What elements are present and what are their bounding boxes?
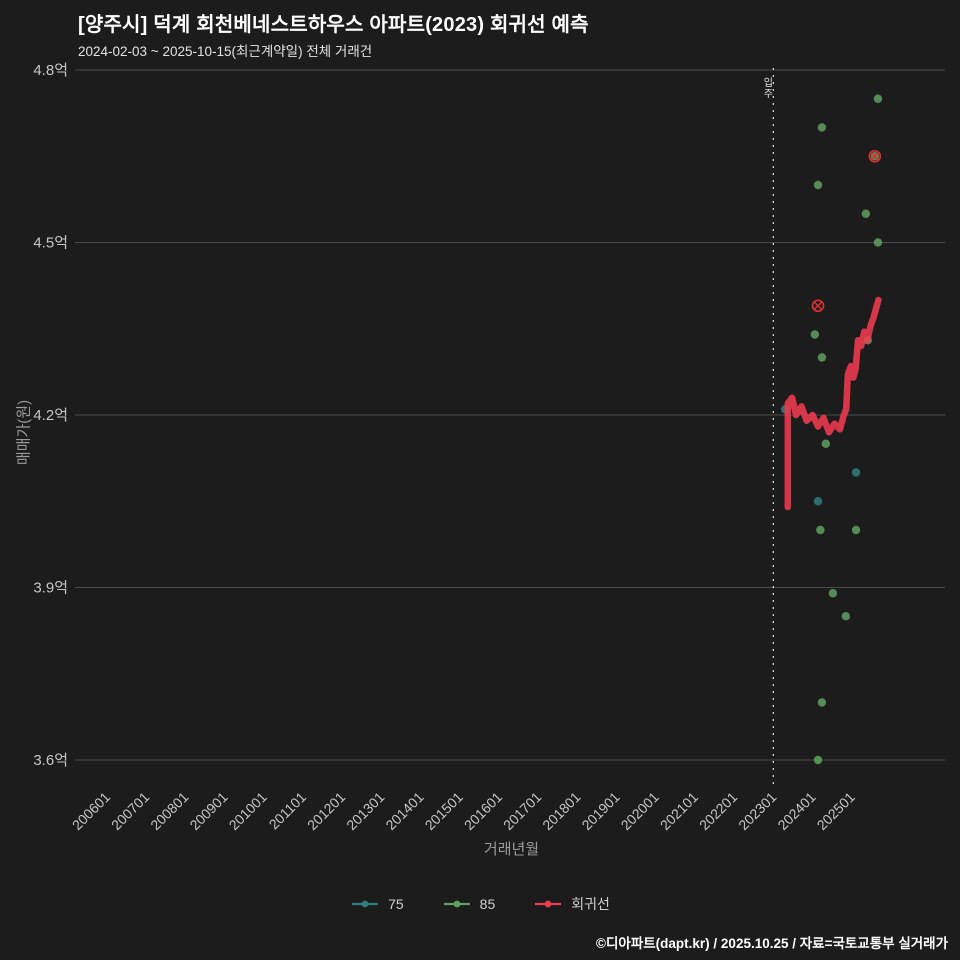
y-tick-label: 3.6억 [33,752,68,769]
legend: 75 85 회귀선 [0,894,960,914]
page-title: [양주시] 덕계 회천베네스트하우스 아파트(2023) 회귀선 예측 [78,14,589,36]
y-tick-label: 4.5억 [33,235,68,252]
outlier-marker [868,149,882,163]
x-tick-label: 201901 [578,789,622,833]
x-tick-label: 202201 [696,789,740,833]
regression-line [784,296,882,511]
scatter-point-85 [817,123,827,132]
scatter-point-85 [813,755,823,765]
scatter-point-85 [851,525,861,535]
legend-item-75: 75 [350,896,404,912]
scatter-point-85 [821,439,831,448]
x-tick-label: 202001 [618,789,662,833]
x-tick-label: 201101 [266,789,310,833]
legend-item-85: 85 [442,896,496,912]
x-tick-label: 201001 [226,789,270,833]
scatter-point-85 [841,612,851,621]
legend-item-회귀선: 회귀선 [533,894,610,914]
legend-label: 85 [479,896,496,912]
scatter-point-75 [851,468,861,477]
legend-label: 회귀선 [571,896,610,912]
legend-marker-icon [352,900,379,908]
legend-marker-icon [443,900,470,908]
scatter-point-85 [813,180,823,190]
outlier-marker [811,299,825,313]
scatter-point-85 [816,525,825,535]
x-tick-label: 202101 [657,789,701,833]
x-tick-label: 200601 [69,789,113,833]
scatter-point-85 [861,209,871,218]
x-tick-label: 201801 [539,789,583,833]
x-tick-label: 200801 [147,789,191,833]
legend-marker-icon [535,900,562,908]
x-tick-label: 201301 [343,789,387,833]
scatter-point-85 [828,589,838,598]
scatter-point-85 [873,238,883,247]
x-tick-label: 202401 [774,789,818,833]
x-tick-label: 201401 [382,789,426,833]
x-tick-label: 202301 [735,789,779,833]
scatter-point-75 [813,497,823,506]
x-tick-label: 201501 [422,789,466,833]
y-tick-label: 4.8억 [33,62,68,79]
x-tick-label: 202501 [814,789,858,833]
scatter-point-85 [817,353,827,362]
x-tick-label: 200701 [108,789,152,833]
chart-subtitle: 2024-02-03 ~ 2025-10-15(최근계약일) 전체 거래건 [78,44,373,59]
source-credit: ©디아파트(dapt.kr) / 2025.10.25 / 자료=국토교통부 실… [596,936,948,951]
scatter-point-85 [817,698,827,707]
scatter-point-85 [810,330,820,339]
x-tick-label: 201201 [304,789,348,833]
x-tick-label: 201701 [500,789,544,833]
x-tick-label: 200901 [186,789,230,833]
scatter-point-85 [873,94,883,103]
y-tick-label: 4.2억 [33,407,68,424]
legend-label: 75 [388,896,404,912]
x-tick-label: 201601 [461,789,505,833]
y-tick-label: 3.9억 [33,580,68,597]
x-axis-title: 거래년월 [483,841,540,858]
